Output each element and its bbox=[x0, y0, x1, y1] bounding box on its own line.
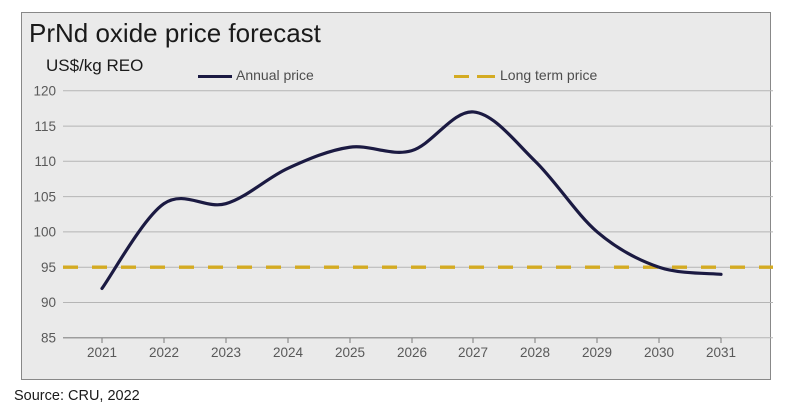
svg-text:2025: 2025 bbox=[335, 345, 365, 360]
svg-text:2030: 2030 bbox=[644, 345, 674, 360]
svg-text:105: 105 bbox=[33, 189, 56, 204]
svg-text:2024: 2024 bbox=[273, 345, 304, 360]
svg-text:2029: 2029 bbox=[582, 345, 612, 360]
svg-text:115: 115 bbox=[34, 119, 56, 134]
svg-text:90: 90 bbox=[41, 295, 56, 310]
svg-text:2021: 2021 bbox=[87, 345, 117, 360]
svg-text:110: 110 bbox=[34, 154, 56, 169]
svg-text:2028: 2028 bbox=[520, 345, 550, 360]
svg-text:120: 120 bbox=[33, 84, 56, 99]
svg-text:2027: 2027 bbox=[458, 345, 488, 360]
svg-text:2022: 2022 bbox=[149, 345, 179, 360]
svg-text:2031: 2031 bbox=[706, 345, 736, 360]
svg-text:85: 85 bbox=[41, 331, 56, 346]
svg-text:2026: 2026 bbox=[397, 345, 427, 360]
svg-text:2023: 2023 bbox=[211, 345, 241, 360]
svg-text:95: 95 bbox=[41, 260, 56, 275]
svg-text:100: 100 bbox=[33, 225, 56, 240]
